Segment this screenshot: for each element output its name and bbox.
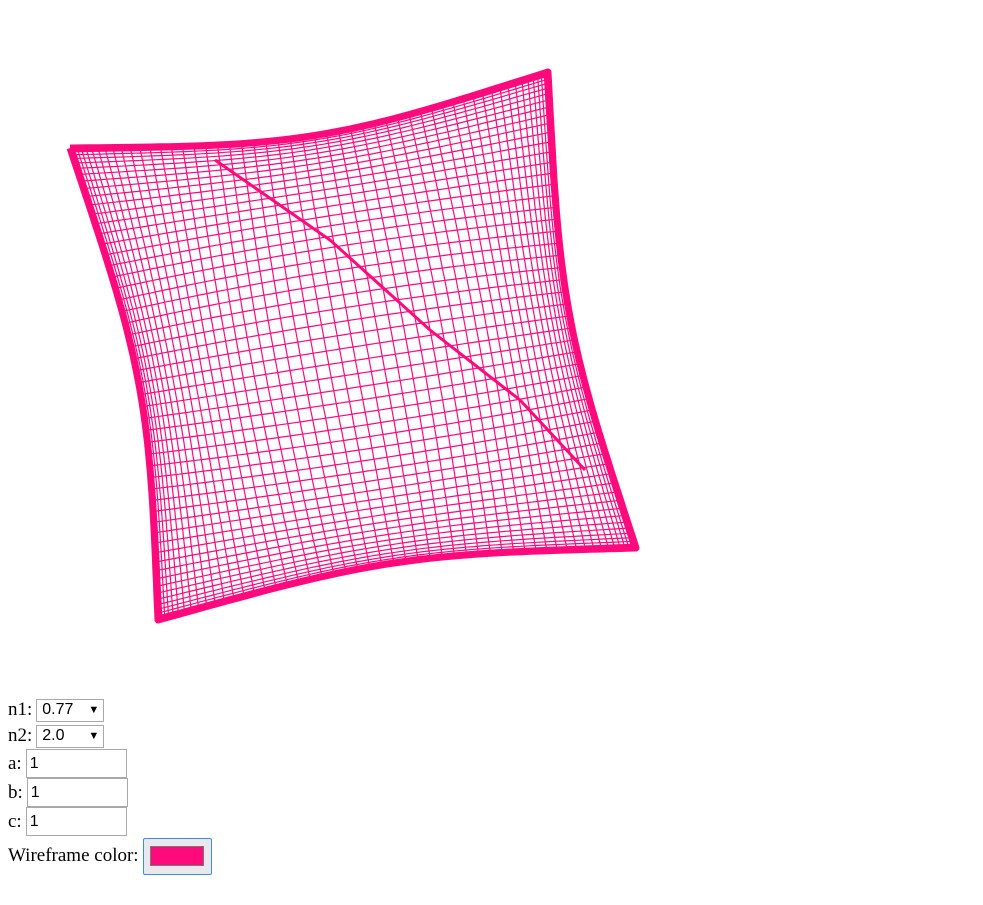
parallel-line-49: [156, 527, 630, 600]
parallel-line-19: [111, 206, 557, 278]
parallel-line-10: [83, 114, 551, 190]
dropdown-arrow-icon: ▼: [88, 730, 100, 742]
parallel-line-43: [155, 482, 615, 554]
parallel-line-15: [98, 161, 554, 235]
a-label: a:: [8, 752, 22, 774]
parallel-line-4: [72, 78, 549, 156]
parallel-line-11: [86, 122, 551, 198]
b-input[interactable]: [26, 778, 128, 807]
parallel-line-20: [115, 218, 558, 289]
parallel-line-27: [136, 303, 568, 372]
parallel-line-48: [156, 521, 628, 594]
parallel-line-42: [154, 473, 612, 544]
a-input[interactable]: [25, 749, 127, 778]
n1-label: n1:: [8, 699, 33, 720]
3d-viewport[interactable]: [0, 0, 983, 690]
n2-select[interactable]: 2.0 ▼: [36, 724, 105, 748]
dropdown-arrow-icon: ▼: [88, 704, 100, 716]
parallel-line-21: [118, 230, 559, 301]
wireframe-color-label: Wireframe color:: [8, 845, 139, 866]
a-row: a:: [8, 749, 212, 778]
parallel-line-52: [157, 540, 634, 614]
parallel-line-17: [105, 183, 555, 256]
parallel-line-46: [156, 507, 624, 580]
parallel-line-18: [108, 195, 556, 267]
superquadric-wireframe-mesh: [66, 68, 640, 624]
parallel-line-12: [88, 131, 552, 206]
meridian-line-21: [228, 144, 311, 580]
silhouette-outline: [66, 68, 640, 624]
meridian-line-30: [338, 131, 419, 560]
parallel-line-44: [155, 491, 618, 563]
parallel-line-9: [80, 106, 551, 182]
n2-select-value: 2.0: [42, 727, 65, 744]
parallel-line-14: [95, 151, 553, 225]
parallel-line-5: [73, 82, 549, 160]
n1-select-value: 0.77: [42, 701, 74, 718]
parallel-line-41: [154, 463, 609, 534]
meridian-line-47: [514, 82, 603, 550]
parallel-line-33: [147, 374, 584, 443]
wireframe-color-row: Wireframe color:: [8, 836, 212, 876]
c-input[interactable]: [25, 807, 127, 836]
meridian-line-39: [441, 104, 526, 552]
n2-label: n2:: [8, 725, 33, 746]
parallel-line-34: [148, 386, 587, 455]
fold-crease-line: [214, 158, 587, 472]
parallel-line-26: [133, 291, 566, 360]
parallel-line-24: [128, 266, 563, 336]
color-swatch: [150, 846, 205, 866]
meridian-line-0: [69, 147, 159, 621]
n1-select[interactable]: 0.77 ▼: [36, 698, 105, 722]
wireframe-lines: [66, 68, 640, 624]
parallel-line-30: [142, 339, 575, 408]
parallel-line-16: [101, 172, 554, 245]
parallel-line-7: [76, 92, 550, 169]
b-row: b:: [8, 778, 212, 807]
parallel-line-38: [152, 431, 600, 501]
parallel-line-45: [155, 499, 621, 572]
parallel-line-56: [157, 547, 637, 621]
wireframe-color-picker[interactable]: [142, 837, 212, 875]
parallel-line-35: [149, 398, 590, 467]
controls-panel: n1: 0.77 ▼ n2: 2.0 ▼ a: b: c: Wireframe …: [8, 697, 212, 876]
c-label: c:: [8, 810, 22, 832]
parallel-line-32: [145, 363, 581, 431]
n2-row: n2: 2.0 ▼: [8, 723, 212, 749]
meridian-line-22: [240, 143, 323, 577]
parallel-line-50: [157, 532, 632, 606]
parallel-line-6: [74, 87, 550, 164]
parallel-line-31: [144, 351, 578, 420]
meridian-line-1: [69, 147, 159, 620]
parallel-line-36: [150, 409, 593, 479]
parallel-line-29: [140, 327, 573, 396]
parallel-line-28: [138, 315, 570, 384]
parallel-line-22: [121, 242, 560, 313]
parallel-line-40: [153, 453, 606, 523]
parallel-line-51: [157, 537, 633, 610]
c-row: c:: [8, 807, 212, 836]
parallel-line-13: [91, 141, 552, 215]
parallel-line-37: [151, 420, 596, 490]
parallel-line-47: [156, 514, 626, 587]
parallel-line-8: [78, 99, 550, 175]
meridian-line-34: [385, 120, 468, 555]
parallel-line-25: [130, 279, 564, 348]
n1-row: n1: 0.77 ▼: [8, 697, 212, 723]
parallel-line-23: [125, 254, 561, 324]
b-label: b:: [8, 781, 23, 803]
parallel-line-39: [152, 442, 603, 513]
